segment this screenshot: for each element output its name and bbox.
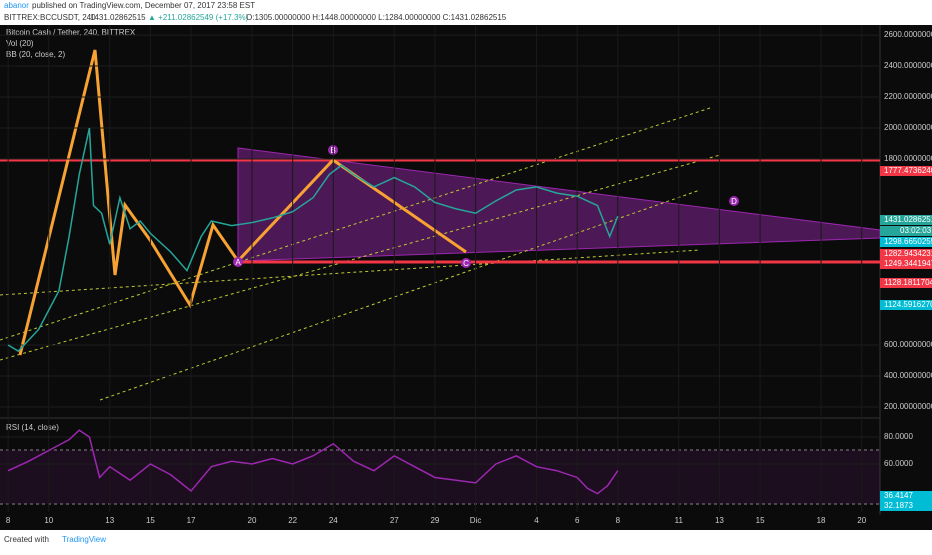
x-tick-label: 11 (675, 516, 684, 525)
rsi-tag-label: 36.4147 (884, 491, 913, 500)
x-tick-label: 8 (6, 516, 11, 525)
rsi-band-fill (0, 450, 880, 504)
y-tick-label: 1800.00000000 (884, 154, 932, 163)
header-bg (0, 0, 932, 25)
x-tick-label: 10 (44, 516, 53, 525)
rsi-tag (880, 501, 932, 511)
series-line (7, 127, 619, 353)
x-tick-label: 6 (575, 516, 580, 525)
footer-brand[interactable]: TradingView (62, 535, 106, 544)
footer-created: Created with (4, 535, 49, 544)
pattern-label: D (731, 197, 737, 206)
x-tick-label: 13 (105, 516, 114, 525)
ohlc: O:1305.00000000 H:1448.00000000 L:1284.0… (246, 13, 507, 22)
author[interactable]: abanor (4, 1, 29, 10)
rsi-tag-label: 32.1873 (884, 501, 913, 510)
price-tag (880, 237, 932, 247)
y-tick-label: 2400.00000000 (884, 61, 932, 70)
legend-bb: BB (20, close, 2) (6, 50, 65, 59)
y-tick-label: 600.00000000 (884, 340, 932, 349)
x-tick-label: 24 (329, 516, 338, 525)
zigzag (18, 49, 467, 356)
x-tick-label: Dic (470, 516, 482, 525)
x-tick-label: 20 (857, 516, 866, 525)
price-tag (880, 278, 932, 288)
published: published on TradingView.com, December 0… (32, 1, 255, 10)
price-tag-label: 1431.02862515 (884, 215, 932, 224)
price-tag-label: 1249.34419476 (884, 259, 932, 268)
x-tick-label: 15 (756, 516, 765, 525)
x-tick-label: 20 (248, 516, 257, 525)
legend-vol: Vol (20) (6, 39, 34, 48)
pattern-label: C (463, 259, 469, 268)
series-line (7, 429, 619, 495)
x-tick-label: 27 (390, 516, 399, 525)
x-tick-label: 29 (430, 516, 439, 525)
y-tick-label: 400.00000000 (884, 371, 932, 380)
price-tag (880, 166, 932, 176)
y-tick-label: 2000.00000000 (884, 123, 932, 132)
price-tag-label: 1777.47362409 (884, 166, 932, 175)
x-tick-label: 15 (146, 516, 155, 525)
legend-main: Bitcoin Cash / Tether, 240, BITTREX (6, 28, 136, 37)
price-tag-label: 1124.59162701 (884, 300, 932, 309)
change: ▲ +211.02862549 (+17.3%) (148, 13, 249, 22)
footer-bg (0, 530, 932, 550)
legend-rsi: RSI (14, close) (6, 423, 59, 432)
price-tag-label: 1128.18117046 (884, 278, 932, 287)
chart-bg (0, 25, 932, 530)
price-tag (880, 249, 932, 259)
x-tick-label: 17 (187, 516, 196, 525)
y-tick-label: 2200.00000000 (884, 92, 932, 101)
countdown: 03:02:03 (900, 226, 932, 235)
y-tick-label: 60.0000 (884, 459, 913, 468)
rsi-tag (880, 491, 932, 501)
x-tick-label: 8 (616, 516, 621, 525)
channels (0, 107, 721, 401)
price-tag (880, 215, 932, 225)
y-tick-label: 2600.00000000 (884, 30, 932, 39)
x-tick-label: 22 (288, 516, 297, 525)
y-tick-label: 200.00000000 (884, 402, 932, 411)
x-tick-label: 13 (715, 516, 724, 525)
y-tick-label: 80.0000 (884, 432, 913, 441)
pattern-label: A (235, 258, 241, 267)
last: 1431.02862515 (90, 13, 146, 22)
x-tick-label: 4 (534, 516, 539, 525)
price-tag (880, 300, 932, 310)
symbol: BITTREX:BCCUSDT, 240 (4, 13, 96, 22)
countdown-bg (880, 226, 932, 236)
price-tag-label: 1282.94342319 (884, 249, 932, 258)
price-tag (880, 259, 932, 269)
price-tag-label: 1298.66502552 (884, 237, 932, 246)
x-tick-label: 18 (817, 516, 826, 525)
